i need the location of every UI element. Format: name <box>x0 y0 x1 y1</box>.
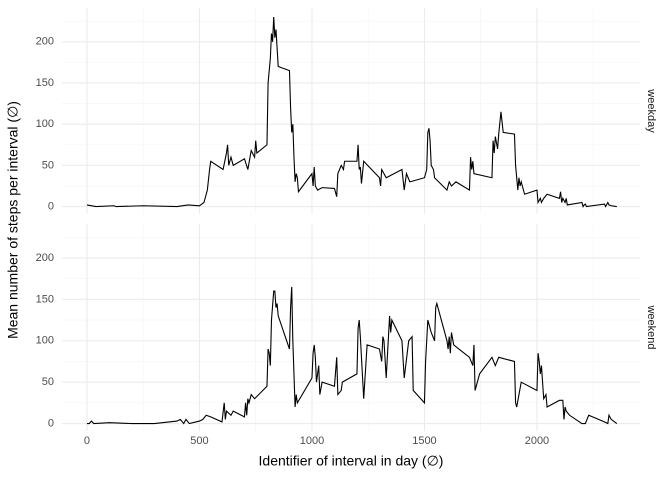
x-axis-title: Identifier of interval in day (∅) <box>259 453 444 469</box>
y-tick-label: 0 <box>48 417 54 429</box>
facet-label: weekday <box>645 88 657 133</box>
y-tick-label: 200 <box>36 252 54 264</box>
y-tick-label: 150 <box>36 77 54 89</box>
y-tick-label: 150 <box>36 293 54 305</box>
x-tick-label: 500 <box>190 435 208 447</box>
y-tick-label: 200 <box>36 36 54 48</box>
y-tick-label: 100 <box>36 118 54 130</box>
y-tick-label: 0 <box>48 200 54 212</box>
line <box>86 17 617 208</box>
y-tick-label: 50 <box>42 376 54 388</box>
x-tick-label: 1000 <box>300 435 324 447</box>
y-tick-label: 50 <box>42 159 54 171</box>
y-tick-label: 100 <box>36 335 54 347</box>
x-tick-label: 0 <box>84 435 90 447</box>
facet-label: weekend <box>645 304 657 349</box>
x-tick-label: 1500 <box>412 435 436 447</box>
x-tick-label: 2000 <box>525 435 549 447</box>
y-axis-title: Mean number of steps per interval (∅) <box>5 101 21 339</box>
line <box>86 286 618 425</box>
